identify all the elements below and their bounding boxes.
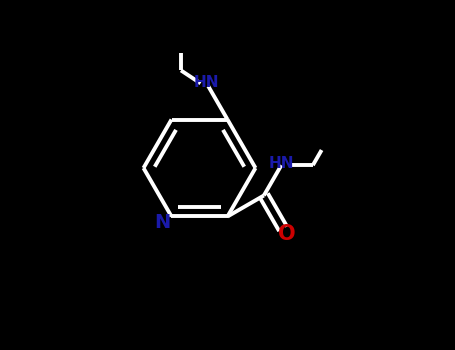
Text: N: N [155,213,171,232]
Text: HN: HN [268,156,294,171]
Text: HN: HN [194,75,219,90]
Text: O: O [278,224,295,244]
